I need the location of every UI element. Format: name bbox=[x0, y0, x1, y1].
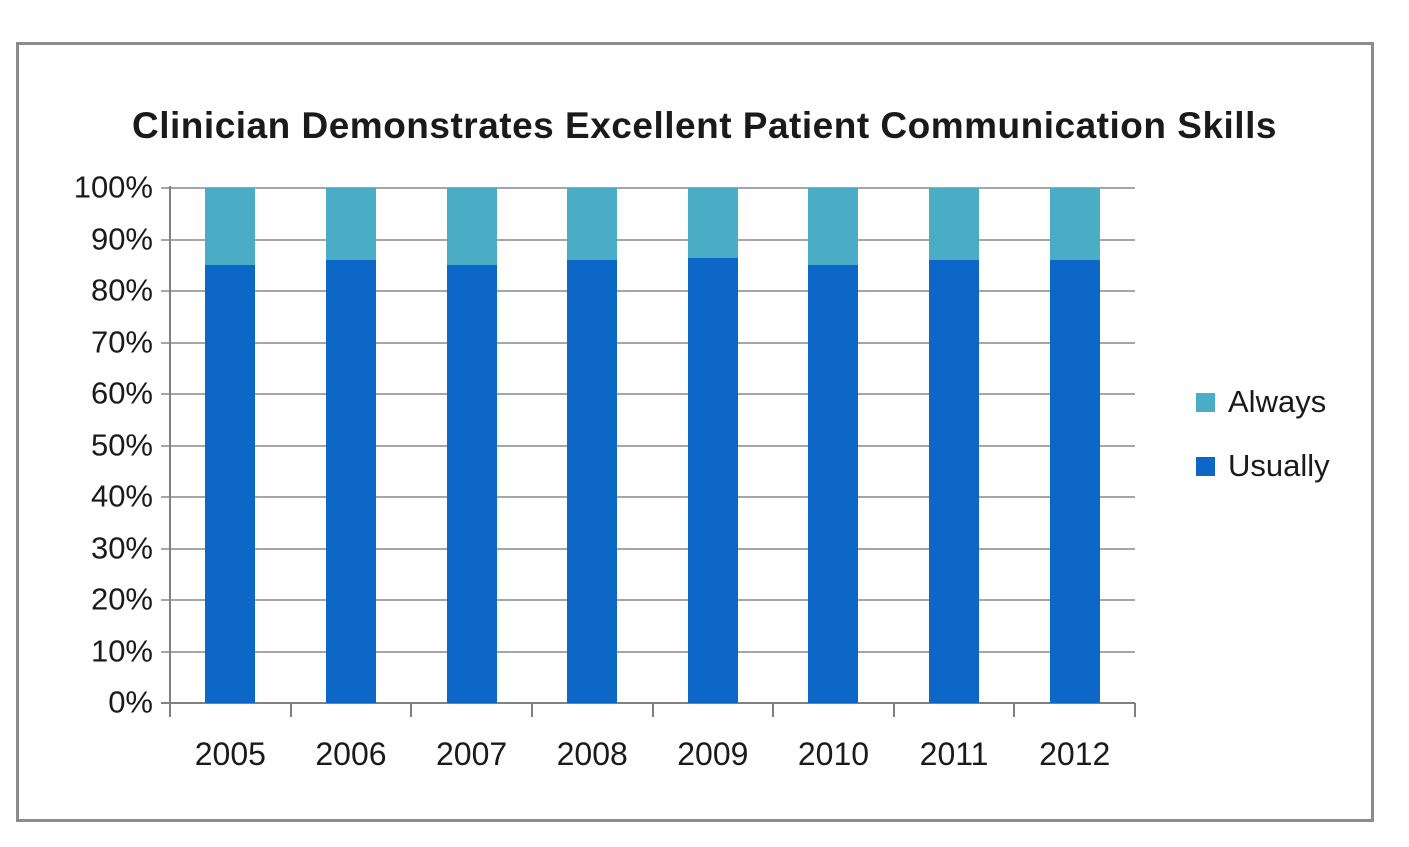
legend-item-always: Always bbox=[1196, 384, 1326, 420]
y-axis-tick-label: 10% bbox=[90, 632, 153, 668]
gridline bbox=[161, 444, 1135, 447]
legend-swatch-usually-icon bbox=[1196, 456, 1215, 476]
bar-segment-always-2009 bbox=[687, 188, 738, 258]
gridline bbox=[161, 393, 1135, 395]
bar-segment-usually-2008 bbox=[567, 260, 618, 703]
bar-segment-usually-2006 bbox=[325, 260, 376, 703]
gridline bbox=[161, 650, 1135, 653]
x-axis-tick-label: 2006 bbox=[315, 736, 387, 772]
legend-item-usually: Usually bbox=[1196, 448, 1330, 484]
y-axis-line bbox=[169, 186, 171, 717]
x-axis-tick bbox=[772, 703, 775, 717]
x-axis-tick bbox=[651, 703, 654, 717]
x-axis-tick-label: 2008 bbox=[556, 736, 628, 772]
gridline bbox=[161, 290, 1135, 292]
y-axis-tick-label: 40% bbox=[90, 478, 153, 514]
x-axis-tick-label: 2012 bbox=[1039, 736, 1111, 772]
bar-segment-always-2012 bbox=[1049, 188, 1100, 261]
bar-segment-always-2006 bbox=[325, 188, 376, 261]
x-axis-tick-label: 2010 bbox=[797, 736, 870, 772]
gridline bbox=[161, 599, 1135, 601]
y-axis-tick-label: 0% bbox=[108, 684, 153, 720]
gridline bbox=[161, 238, 1135, 241]
x-axis-tick-label: 2007 bbox=[435, 736, 508, 772]
x-axis-tick bbox=[1013, 703, 1016, 717]
bar-segment-always-2008 bbox=[567, 188, 618, 261]
bar-segment-usually-2011 bbox=[929, 260, 980, 703]
y-axis-tick-label: 30% bbox=[90, 529, 153, 565]
y-axis-tick-label: 20% bbox=[90, 581, 153, 617]
bar-segment-usually-2005 bbox=[205, 265, 256, 703]
x-axis-tick bbox=[169, 703, 171, 717]
y-axis-tick-label: 50% bbox=[90, 426, 153, 462]
chart-title: Clinician Demonstrates Excellent Patient… bbox=[132, 104, 1277, 146]
bar-segment-always-2007 bbox=[446, 188, 497, 266]
gridline bbox=[161, 547, 1135, 550]
legend-swatch-always-icon bbox=[1196, 392, 1215, 412]
x-axis-tick bbox=[530, 703, 533, 717]
legend-label: Always bbox=[1228, 384, 1327, 419]
x-axis-tick bbox=[892, 703, 895, 717]
y-axis-tick-label: 90% bbox=[90, 220, 153, 256]
gridline bbox=[161, 341, 1135, 344]
x-axis-tick-label: 2005 bbox=[194, 736, 266, 772]
x-axis-tick-label: 2009 bbox=[677, 736, 749, 772]
x-axis-tick bbox=[410, 703, 413, 717]
bar-segment-always-2005 bbox=[205, 188, 256, 266]
x-axis-tick-label: 2011 bbox=[919, 736, 989, 772]
y-axis-tick-label: 100% bbox=[73, 169, 153, 205]
bar-segment-always-2010 bbox=[808, 188, 859, 266]
gridline bbox=[161, 496, 1135, 498]
bar-segment-usually-2010 bbox=[808, 265, 859, 703]
legend-label: Usually bbox=[1228, 448, 1330, 483]
y-axis-tick-label: 80% bbox=[90, 272, 153, 308]
bar-segment-always-2011 bbox=[929, 188, 980, 261]
x-axis-tick bbox=[1134, 703, 1136, 717]
y-axis-tick-label: 70% bbox=[90, 323, 153, 359]
gridline bbox=[161, 187, 1135, 189]
x-axis-tick bbox=[289, 703, 292, 717]
gridline bbox=[161, 702, 1135, 704]
bar-segment-usually-2007 bbox=[446, 265, 497, 703]
y-axis-tick-label: 60% bbox=[90, 375, 153, 411]
bar-segment-usually-2009 bbox=[687, 257, 738, 703]
bar-segment-usually-2012 bbox=[1049, 260, 1100, 703]
